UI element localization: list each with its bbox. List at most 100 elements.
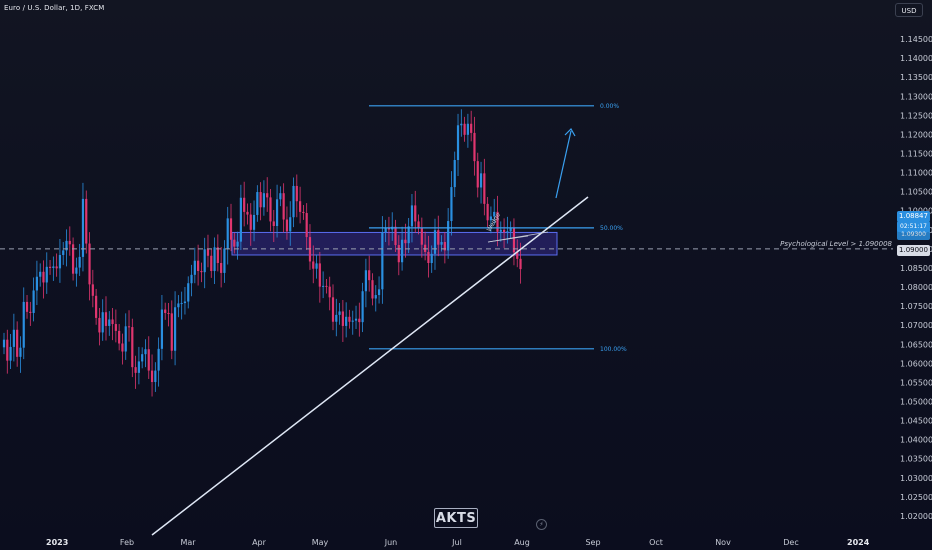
candle-body: [400, 239, 404, 263]
candle-body: [463, 123, 466, 135]
candle-body: [167, 312, 170, 314]
fib-level-label: 0.00%: [600, 103, 619, 110]
candle-body: [180, 303, 183, 305]
candle-body: [387, 228, 391, 230]
y-tick-label: 1.05500: [900, 378, 932, 387]
candle-body: [414, 205, 417, 222]
candle-body: [381, 232, 384, 290]
candle-body: [121, 343, 124, 352]
candle-body: [269, 197, 272, 222]
candle-body: [236, 241, 239, 247]
y-tick-label: 1.06500: [900, 340, 932, 349]
candle-body: [299, 201, 302, 212]
x-tick-label: May: [312, 538, 329, 547]
candle-body: [104, 312, 108, 326]
candle-body: [473, 132, 476, 162]
y-tick-label: 1.11000: [900, 169, 932, 178]
candle-body: [249, 214, 252, 230]
candle-body: [364, 270, 367, 292]
price-axis[interactable]: 1.14500 1.14000 1.13500 1.13000 1.12500 1.120…: [900, 35, 932, 521]
candle-body: [131, 327, 134, 368]
candle-body: [470, 123, 473, 133]
candle-body: [68, 240, 71, 245]
candle-body: [420, 227, 423, 245]
level-price-tag: 1.09300: [897, 229, 930, 240]
candle-body: [173, 307, 177, 351]
wedge-line-lower: [487, 231, 549, 243]
candle-body: [226, 218, 229, 249]
candle-body: [98, 317, 101, 333]
akts-watermark: AKTS: [434, 508, 478, 528]
candle-body: [266, 193, 269, 198]
candle-body: [19, 347, 22, 357]
x-tick-label: Sep: [585, 538, 600, 547]
candle-body: [233, 239, 236, 247]
candle-body: [213, 247, 216, 272]
candle-body: [12, 329, 15, 347]
projection-arrow-head: [564, 128, 576, 137]
chart-title: Euro / U.S. Dollar, 1D, FXCM: [4, 4, 105, 12]
candle-body: [410, 205, 414, 227]
candle-body: [95, 295, 98, 318]
candle-body: [361, 291, 364, 323]
candle-body: [71, 244, 75, 274]
y-tick-label: 1.13500: [900, 73, 932, 82]
candle-body: [404, 239, 407, 244]
candle-body: [111, 319, 114, 325]
candle-body: [35, 276, 38, 291]
candle-body: [75, 267, 78, 274]
candle-body: [177, 303, 180, 308]
candle-body: [354, 318, 358, 321]
x-tick-label: Apr: [252, 538, 267, 547]
drawings-layer: 0.00%50.00%100.00%Wedge: [0, 103, 893, 536]
x-tick-label: Oct: [649, 538, 663, 547]
candle-body: [456, 125, 460, 161]
lightning-icon[interactable]: ⚡: [536, 519, 547, 530]
y-tick-label: 1.14500: [900, 35, 932, 44]
y-tick-label: 1.12000: [900, 130, 932, 139]
candle-body: [322, 285, 325, 287]
year-label-2024: 2024: [847, 538, 870, 547]
candle-body: [157, 348, 160, 371]
time-axis[interactable]: Feb Mar Apr May Jun Jul Aug Sep Oct Nov Dec: [120, 538, 799, 547]
candle-body: [397, 245, 400, 263]
candle-body: [45, 266, 48, 283]
candle-body: [58, 254, 62, 269]
candle-body: [78, 256, 81, 268]
candle-body: [65, 240, 68, 251]
candle-body: [206, 249, 210, 256]
candle-body: [302, 211, 305, 214]
candle-body: [295, 185, 298, 202]
y-tick-label: 1.13000: [900, 92, 932, 101]
candle-body: [29, 311, 32, 313]
candle-body: [134, 367, 137, 373]
candle-body: [246, 211, 249, 215]
candle-body: [519, 258, 522, 270]
candle-body: [88, 243, 91, 285]
y-tick-label: 1.08500: [900, 264, 932, 273]
candle-body: [160, 309, 164, 349]
candle-body: [331, 297, 335, 322]
candle-body: [443, 242, 446, 251]
candle-body: [91, 284, 94, 296]
candle-body: [6, 339, 9, 361]
y-tick-label: 1.05000: [900, 397, 932, 406]
currency-button[interactable]: USD: [895, 3, 923, 17]
candle-body: [259, 192, 262, 208]
candle-body: [2, 339, 6, 348]
candle-body: [486, 203, 489, 221]
candle-body: [358, 318, 361, 323]
candle-body: [338, 311, 341, 315]
candle-body: [499, 229, 502, 232]
y-tick-label: 1.04500: [900, 417, 932, 426]
candle-body: [345, 316, 348, 326]
candle-body: [371, 280, 374, 299]
candle-body: [239, 197, 242, 242]
candle-body: [447, 221, 450, 251]
candle-body: [407, 226, 410, 244]
candle-body: [32, 290, 35, 313]
candle-body: [229, 218, 233, 240]
candle-body: [335, 314, 338, 322]
